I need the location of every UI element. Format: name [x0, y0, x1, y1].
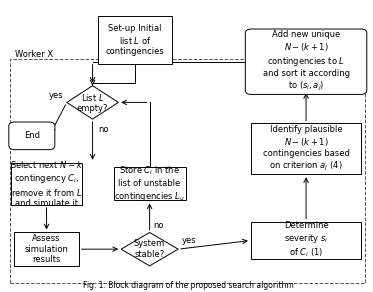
Text: Fig. 1. Block diagram of the proposed search algorithm: Fig. 1. Block diagram of the proposed se… — [83, 281, 294, 290]
Text: End: End — [24, 131, 40, 140]
FancyBboxPatch shape — [245, 29, 367, 94]
Polygon shape — [67, 86, 118, 119]
Text: System
stable?: System stable? — [134, 239, 165, 259]
Polygon shape — [121, 232, 178, 266]
FancyBboxPatch shape — [11, 163, 82, 205]
FancyBboxPatch shape — [9, 122, 55, 150]
FancyBboxPatch shape — [98, 16, 172, 64]
Text: yes: yes — [48, 91, 63, 100]
FancyBboxPatch shape — [251, 124, 361, 174]
Text: yes: yes — [182, 236, 197, 245]
Text: Add new unique
$N-(k+1)$
contingencies to $L$
and sort it according
to $(s_i, a_: Add new unique $N-(k+1)$ contingencies t… — [263, 30, 350, 93]
Text: Assess
simulation
results: Assess simulation results — [25, 234, 69, 264]
FancyBboxPatch shape — [114, 167, 185, 201]
Text: Worker X: Worker X — [15, 50, 53, 59]
Text: Set-up Initial
list $L$ of
contingencies: Set-up Initial list $L$ of contingencies — [106, 24, 164, 56]
FancyBboxPatch shape — [14, 232, 79, 266]
Text: List $L$
empty?: List $L$ empty? — [77, 92, 108, 113]
Text: Determine
severity $s_i$
of $C_i$ (1): Determine severity $s_i$ of $C_i$ (1) — [284, 221, 328, 260]
Text: Identify plausible
$N-(k+1)$
contingencies based
on criterion $a_j$ (4): Identify plausible $N-(k+1)$ contingenci… — [263, 125, 350, 173]
Text: Store $C_i$ in the
list of unstable
contingencies $L_u$: Store $C_i$ in the list of unstable cont… — [114, 165, 185, 203]
Text: Select next $N-k$
contingency $C_i$,
remove it from $L$
and simulate it: Select next $N-k$ contingency $C_i$, rem… — [10, 159, 83, 208]
Text: no: no — [153, 220, 164, 230]
Bar — [10, 59, 365, 283]
FancyBboxPatch shape — [251, 222, 361, 259]
Text: no: no — [98, 125, 109, 134]
